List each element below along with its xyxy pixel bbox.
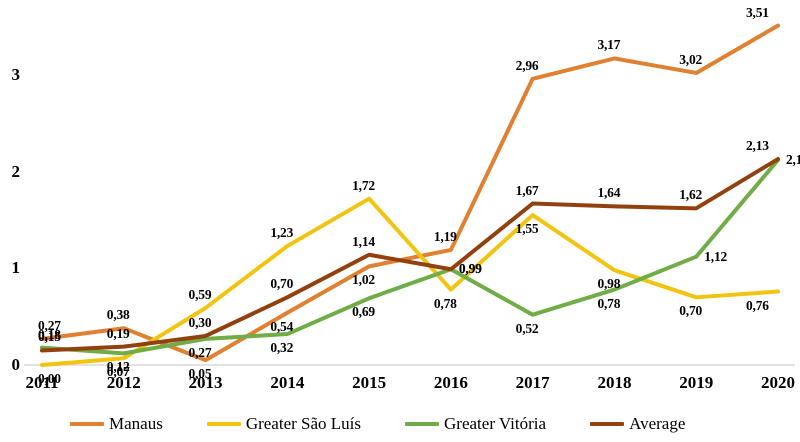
legend-label: Manaus xyxy=(109,414,163,433)
data-label: 0,30 xyxy=(188,314,212,330)
data-label: 0,12 xyxy=(106,359,130,375)
plot-area: 0 1 2 3 2011 2012 2013 2014 2015 2016 2017 2018 201… xyxy=(11,4,800,392)
data-label: 0,69 xyxy=(352,304,375,320)
data-label: 1,19 xyxy=(433,228,457,244)
data-label: 0,05 xyxy=(188,366,212,382)
legend-label: Greater Vitória xyxy=(444,414,547,433)
chart-legend: Manaus Greater São Luís Greater Vitória Ave… xyxy=(0,406,800,442)
data-label: 0,18 xyxy=(38,326,61,342)
data-label: 0,70 xyxy=(270,276,294,292)
data-label: 1,67 xyxy=(515,182,539,198)
data-label: 1,14 xyxy=(352,233,375,249)
series-line-average xyxy=(40,157,780,353)
x-axis-tick-label: 2015 xyxy=(352,373,387,392)
y-axis-tick-label: 1 xyxy=(11,258,21,278)
x-axis-tick-label: 2014 xyxy=(270,373,305,392)
x-axis-tick-label: 2012 xyxy=(106,373,141,392)
data-label: 0,07 xyxy=(106,364,130,380)
data-label: 0,59 xyxy=(188,286,212,302)
chart-plot-svg xyxy=(24,23,795,367)
data-label: 1,64 xyxy=(597,185,621,201)
series-line-greater-são-luís xyxy=(40,196,780,367)
data-label: 0,99 xyxy=(458,261,482,277)
data-label: 0,32 xyxy=(270,340,294,356)
data-label: 0,76 xyxy=(746,297,769,313)
x-axis-tick-label: 2018 xyxy=(597,373,632,392)
x-axis-tick-label: 2011 xyxy=(25,373,59,392)
data-label: 0,15 xyxy=(38,329,61,345)
y-axis-tick-label: 3 xyxy=(11,64,21,84)
data-label: 0,27 xyxy=(188,344,212,360)
data-label: 2,96 xyxy=(515,57,539,73)
legend-item[interactable]: Average xyxy=(590,414,685,434)
data-label: 0,99 xyxy=(458,261,482,277)
legend-label: Greater São Luís xyxy=(245,414,362,433)
data-label: 1,55 xyxy=(515,221,539,237)
data-label: 1,62 xyxy=(679,187,703,203)
data-label: 0,54 xyxy=(270,318,294,334)
x-axis-tick-label: 2017 xyxy=(515,373,550,392)
data-label: 0,38 xyxy=(106,307,130,323)
data-label: 2,12 xyxy=(786,151,800,167)
legend-item[interactable]: Greater São Luís xyxy=(206,414,362,434)
data-label: 0,00 xyxy=(38,371,61,386)
data-label: 0,19 xyxy=(106,325,130,341)
series-line-manaus xyxy=(40,23,780,363)
legend-color-swatch-icon xyxy=(405,422,440,426)
x-axis-tick-label: 2016 xyxy=(433,373,468,392)
data-label: 1,02 xyxy=(352,272,375,288)
x-axis-tick-label: 2020 xyxy=(761,373,795,392)
legend-color-swatch-icon xyxy=(206,422,241,426)
data-label: 1,23 xyxy=(270,225,294,241)
x-axis-tick-label: 2013 xyxy=(188,373,223,392)
legend-color-swatch-icon xyxy=(70,422,104,426)
data-label: 1,72 xyxy=(352,177,375,193)
data-label: 0,78 xyxy=(433,295,457,311)
y-axis-tick-label: 0 xyxy=(11,355,21,374)
data-label: 0,78 xyxy=(597,295,621,311)
data-label: 3,02 xyxy=(679,51,703,67)
data-label: 0,98 xyxy=(597,276,621,292)
data-label: 3,17 xyxy=(597,37,621,53)
legend-label: Average xyxy=(629,414,686,433)
data-label: 0,70 xyxy=(679,303,703,319)
series-line-greater-vitória xyxy=(40,157,780,356)
y-axis-tick-label: 2 xyxy=(11,161,21,181)
data-label: 3,51 xyxy=(746,4,769,20)
x-axis-tick-label: 2019 xyxy=(679,373,714,392)
legend-item[interactable]: Manaus xyxy=(70,414,163,434)
legend-color-swatch-icon xyxy=(590,422,625,426)
data-label: 0,27 xyxy=(38,317,61,333)
data-label: 2,13 xyxy=(746,138,769,154)
data-label: 0,52 xyxy=(515,320,539,336)
legend-item[interactable]: Greater Vitória xyxy=(405,414,546,434)
data-label: 1,12 xyxy=(704,248,728,264)
